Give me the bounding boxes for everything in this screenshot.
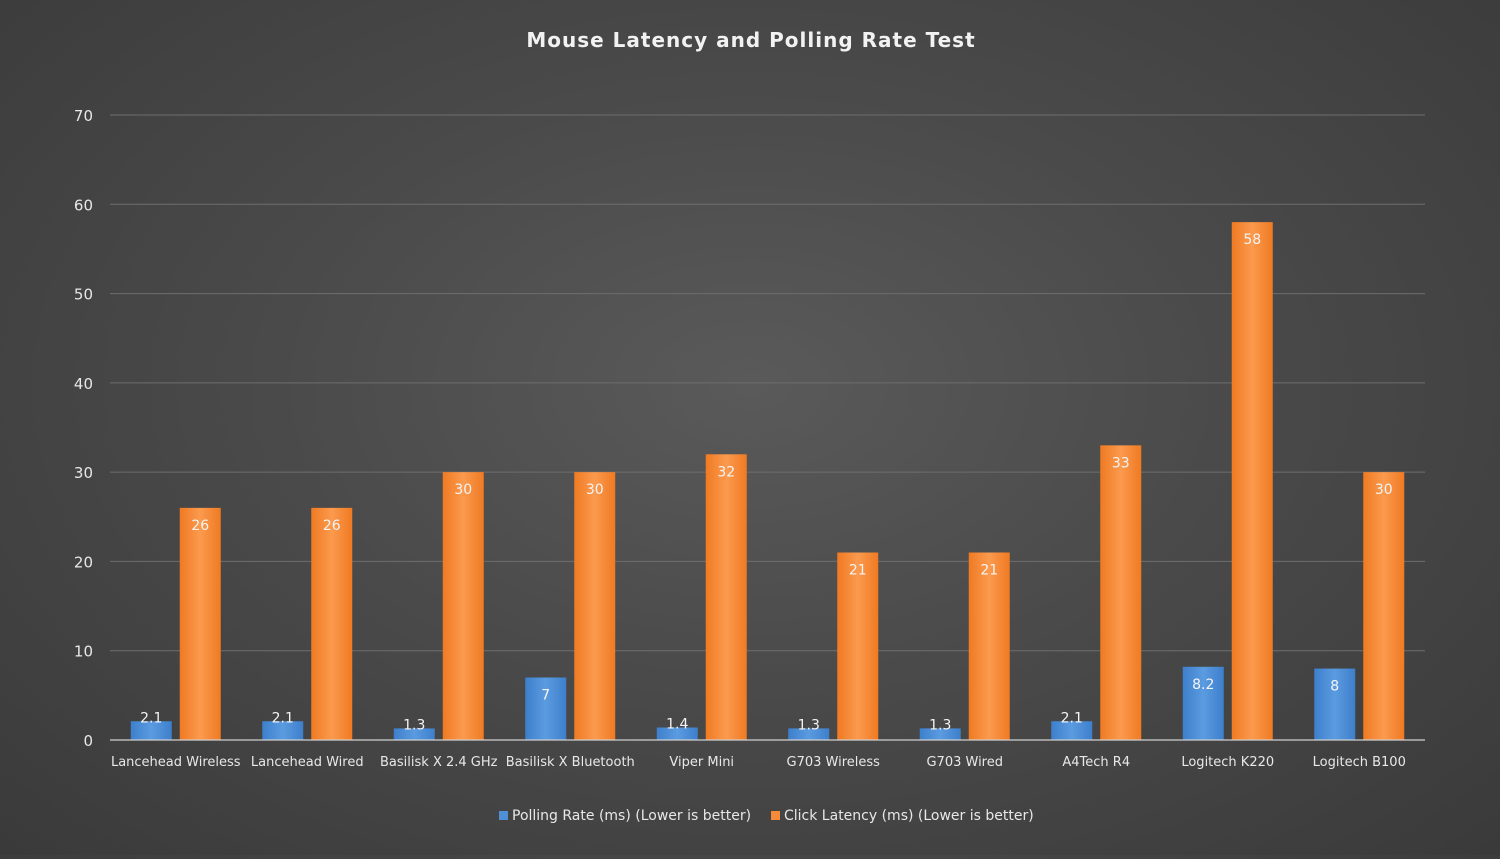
polling-rate-data-label: 1.3 xyxy=(929,717,951,733)
y-tick-label: 30 xyxy=(74,464,93,482)
polling-rate-bar xyxy=(525,677,567,740)
polling-rate-bar xyxy=(919,728,961,740)
y-tick-label: 50 xyxy=(74,286,93,304)
y-axis: 0 10 20 30 40 50 60 70 xyxy=(74,107,93,750)
polling-rate-data-label: 2.1 xyxy=(272,710,294,726)
x-tick-label: Lancehead Wired xyxy=(251,755,364,770)
x-tick-label: Viper Mini xyxy=(669,755,734,770)
click-latency-bar xyxy=(179,507,221,740)
gridlines xyxy=(110,114,1425,652)
polling-rate-data-label: 8 xyxy=(1330,679,1339,695)
click-latency-bar xyxy=(311,507,353,740)
y-tick-label: 20 xyxy=(74,553,93,571)
y-tick-label: 60 xyxy=(74,196,93,214)
legend: Polling Rate (ms) (Lower is better) Click… xyxy=(499,808,1034,824)
polling-rate-bar xyxy=(1051,721,1093,740)
click-latency-bar xyxy=(837,552,879,740)
polling-rate-data-label: 1.4 xyxy=(666,717,688,733)
x-tick-label: A4Tech R4 xyxy=(1062,755,1130,770)
click-latency-data-label: 30 xyxy=(586,482,604,498)
polling-rate-data-label: 1.3 xyxy=(798,717,820,733)
click-latency-data-label: 26 xyxy=(191,518,209,534)
polling-rate-bar xyxy=(788,728,830,740)
click-latency-data-label: 21 xyxy=(980,563,998,579)
x-tick-label: Basilisk X Bluetooth xyxy=(506,755,635,770)
click-latency-bar xyxy=(574,472,616,740)
y-tick-label: 0 xyxy=(83,732,93,750)
polling-rate-data-label: 1.3 xyxy=(403,717,425,733)
legend-swatch xyxy=(499,811,508,820)
polling-rate-bar xyxy=(262,721,304,740)
x-tick-label: Logitech B100 xyxy=(1313,755,1406,770)
click-latency-bar xyxy=(1231,222,1273,741)
click-latency-data-label: 30 xyxy=(1375,482,1393,498)
click-latency-data-label: 32 xyxy=(717,464,735,480)
polling-rate-bar xyxy=(1314,668,1356,740)
polling-rate-data-label: 7 xyxy=(541,688,550,704)
chart-title: Mouse Latency and Polling Rate Test xyxy=(526,28,975,52)
click-latency-data-label: 33 xyxy=(1112,455,1130,471)
polling-rate-bar xyxy=(656,727,698,740)
click-latency-data-label: 58 xyxy=(1243,232,1261,248)
click-latency-bar xyxy=(442,472,484,740)
legend-label: Polling Rate (ms) (Lower is better) xyxy=(512,808,751,824)
polling-rate-bar xyxy=(1182,666,1224,740)
x-axis: Lancehead Wireless Lancehead Wired Basilis… xyxy=(110,739,1425,770)
polling-rate-bar xyxy=(393,728,435,740)
bars xyxy=(130,222,1405,741)
y-tick-label: 10 xyxy=(74,643,93,661)
data-labels: 2.1 26 2.1 26 1.3 30 7 30 1.4 32 1.3 21 1.3 21 2.1 33 8.… xyxy=(140,232,1393,733)
polling-rate-bar xyxy=(130,721,172,740)
x-tick-label: G703 Wired xyxy=(926,755,1003,770)
legend-swatch xyxy=(771,811,780,820)
y-tick-label: 70 xyxy=(74,107,93,125)
x-tick-label: Logitech K220 xyxy=(1181,755,1274,770)
y-tick-label: 40 xyxy=(74,375,93,393)
polling-rate-data-label: 2.1 xyxy=(1061,710,1083,726)
legend-label: Click Latency (ms) (Lower is better) xyxy=(784,808,1034,824)
x-tick-label: Lancehead Wireless xyxy=(111,755,241,770)
click-latency-bar xyxy=(968,552,1010,740)
click-latency-data-label: 30 xyxy=(454,482,472,498)
polling-rate-data-label: 2.1 xyxy=(140,710,162,726)
click-latency-bar xyxy=(705,454,747,740)
polling-rate-data-label: 8.2 xyxy=(1192,677,1214,693)
x-tick-label: Basilisk X 2.4 GHz xyxy=(380,755,498,770)
click-latency-bar xyxy=(1100,445,1142,740)
click-latency-data-label: 21 xyxy=(849,563,867,579)
x-tick-label: G703 Wireless xyxy=(787,755,881,770)
click-latency-data-label: 26 xyxy=(323,518,341,534)
click-latency-bar xyxy=(1363,472,1405,740)
